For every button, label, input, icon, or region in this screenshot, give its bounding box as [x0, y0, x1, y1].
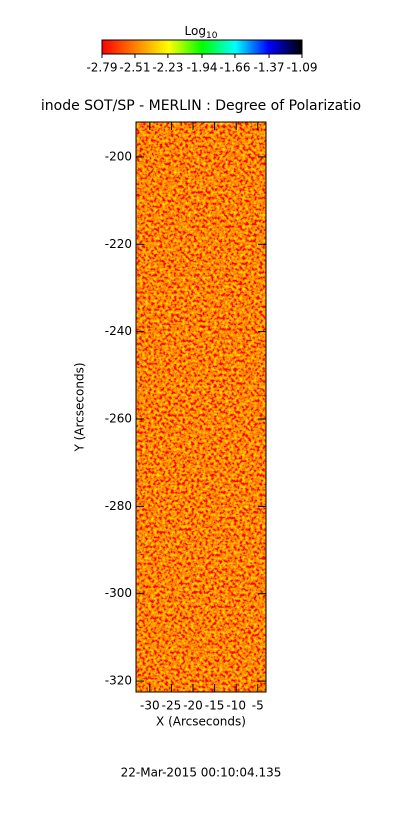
y-tick-label: -280	[105, 499, 132, 513]
x-axis-label: X (Arcseconds)	[156, 715, 246, 729]
y-tick-label: -200	[105, 149, 132, 163]
x-tick-label: -10	[226, 699, 246, 713]
x-tick-label: -30	[140, 699, 160, 713]
colorbar-tick-label: -1.94	[186, 61, 217, 75]
image	[136, 122, 266, 692]
y-tick-label: -260	[105, 412, 132, 426]
colorbar-tick-label: -1.37	[254, 61, 285, 75]
y-axis-label: Y (Arcseconds)	[73, 362, 87, 452]
x-tick-label: -15	[205, 699, 225, 713]
colorbar-tick-label: -1.66	[219, 61, 250, 75]
plot-frame	[135, 121, 267, 693]
x-tick-label: -20	[183, 699, 203, 713]
chart-title: inode SOT/SP - MERLIN : Degree of Polari…	[41, 98, 361, 114]
y-tick-label: -240	[105, 324, 132, 338]
x-tick-label: -25	[162, 699, 182, 713]
colorbar-tick-label: -2.23	[152, 61, 183, 75]
colorbar-title: Log10	[185, 24, 218, 41]
colorbar-tick-label: -2.79	[86, 61, 117, 75]
colorbar	[101, 39, 303, 55]
y-tick-label: -220	[105, 237, 132, 251]
date: 22-Mar-2015 00:10:04.135	[121, 766, 282, 780]
y-tick-label: -320	[105, 674, 132, 688]
x-tick-label: -5	[252, 699, 264, 713]
colorbar-tick-label: -2.51	[119, 61, 150, 75]
y-tick-label: -300	[105, 586, 132, 600]
colorbar-tick-label: -1.09	[286, 61, 317, 75]
